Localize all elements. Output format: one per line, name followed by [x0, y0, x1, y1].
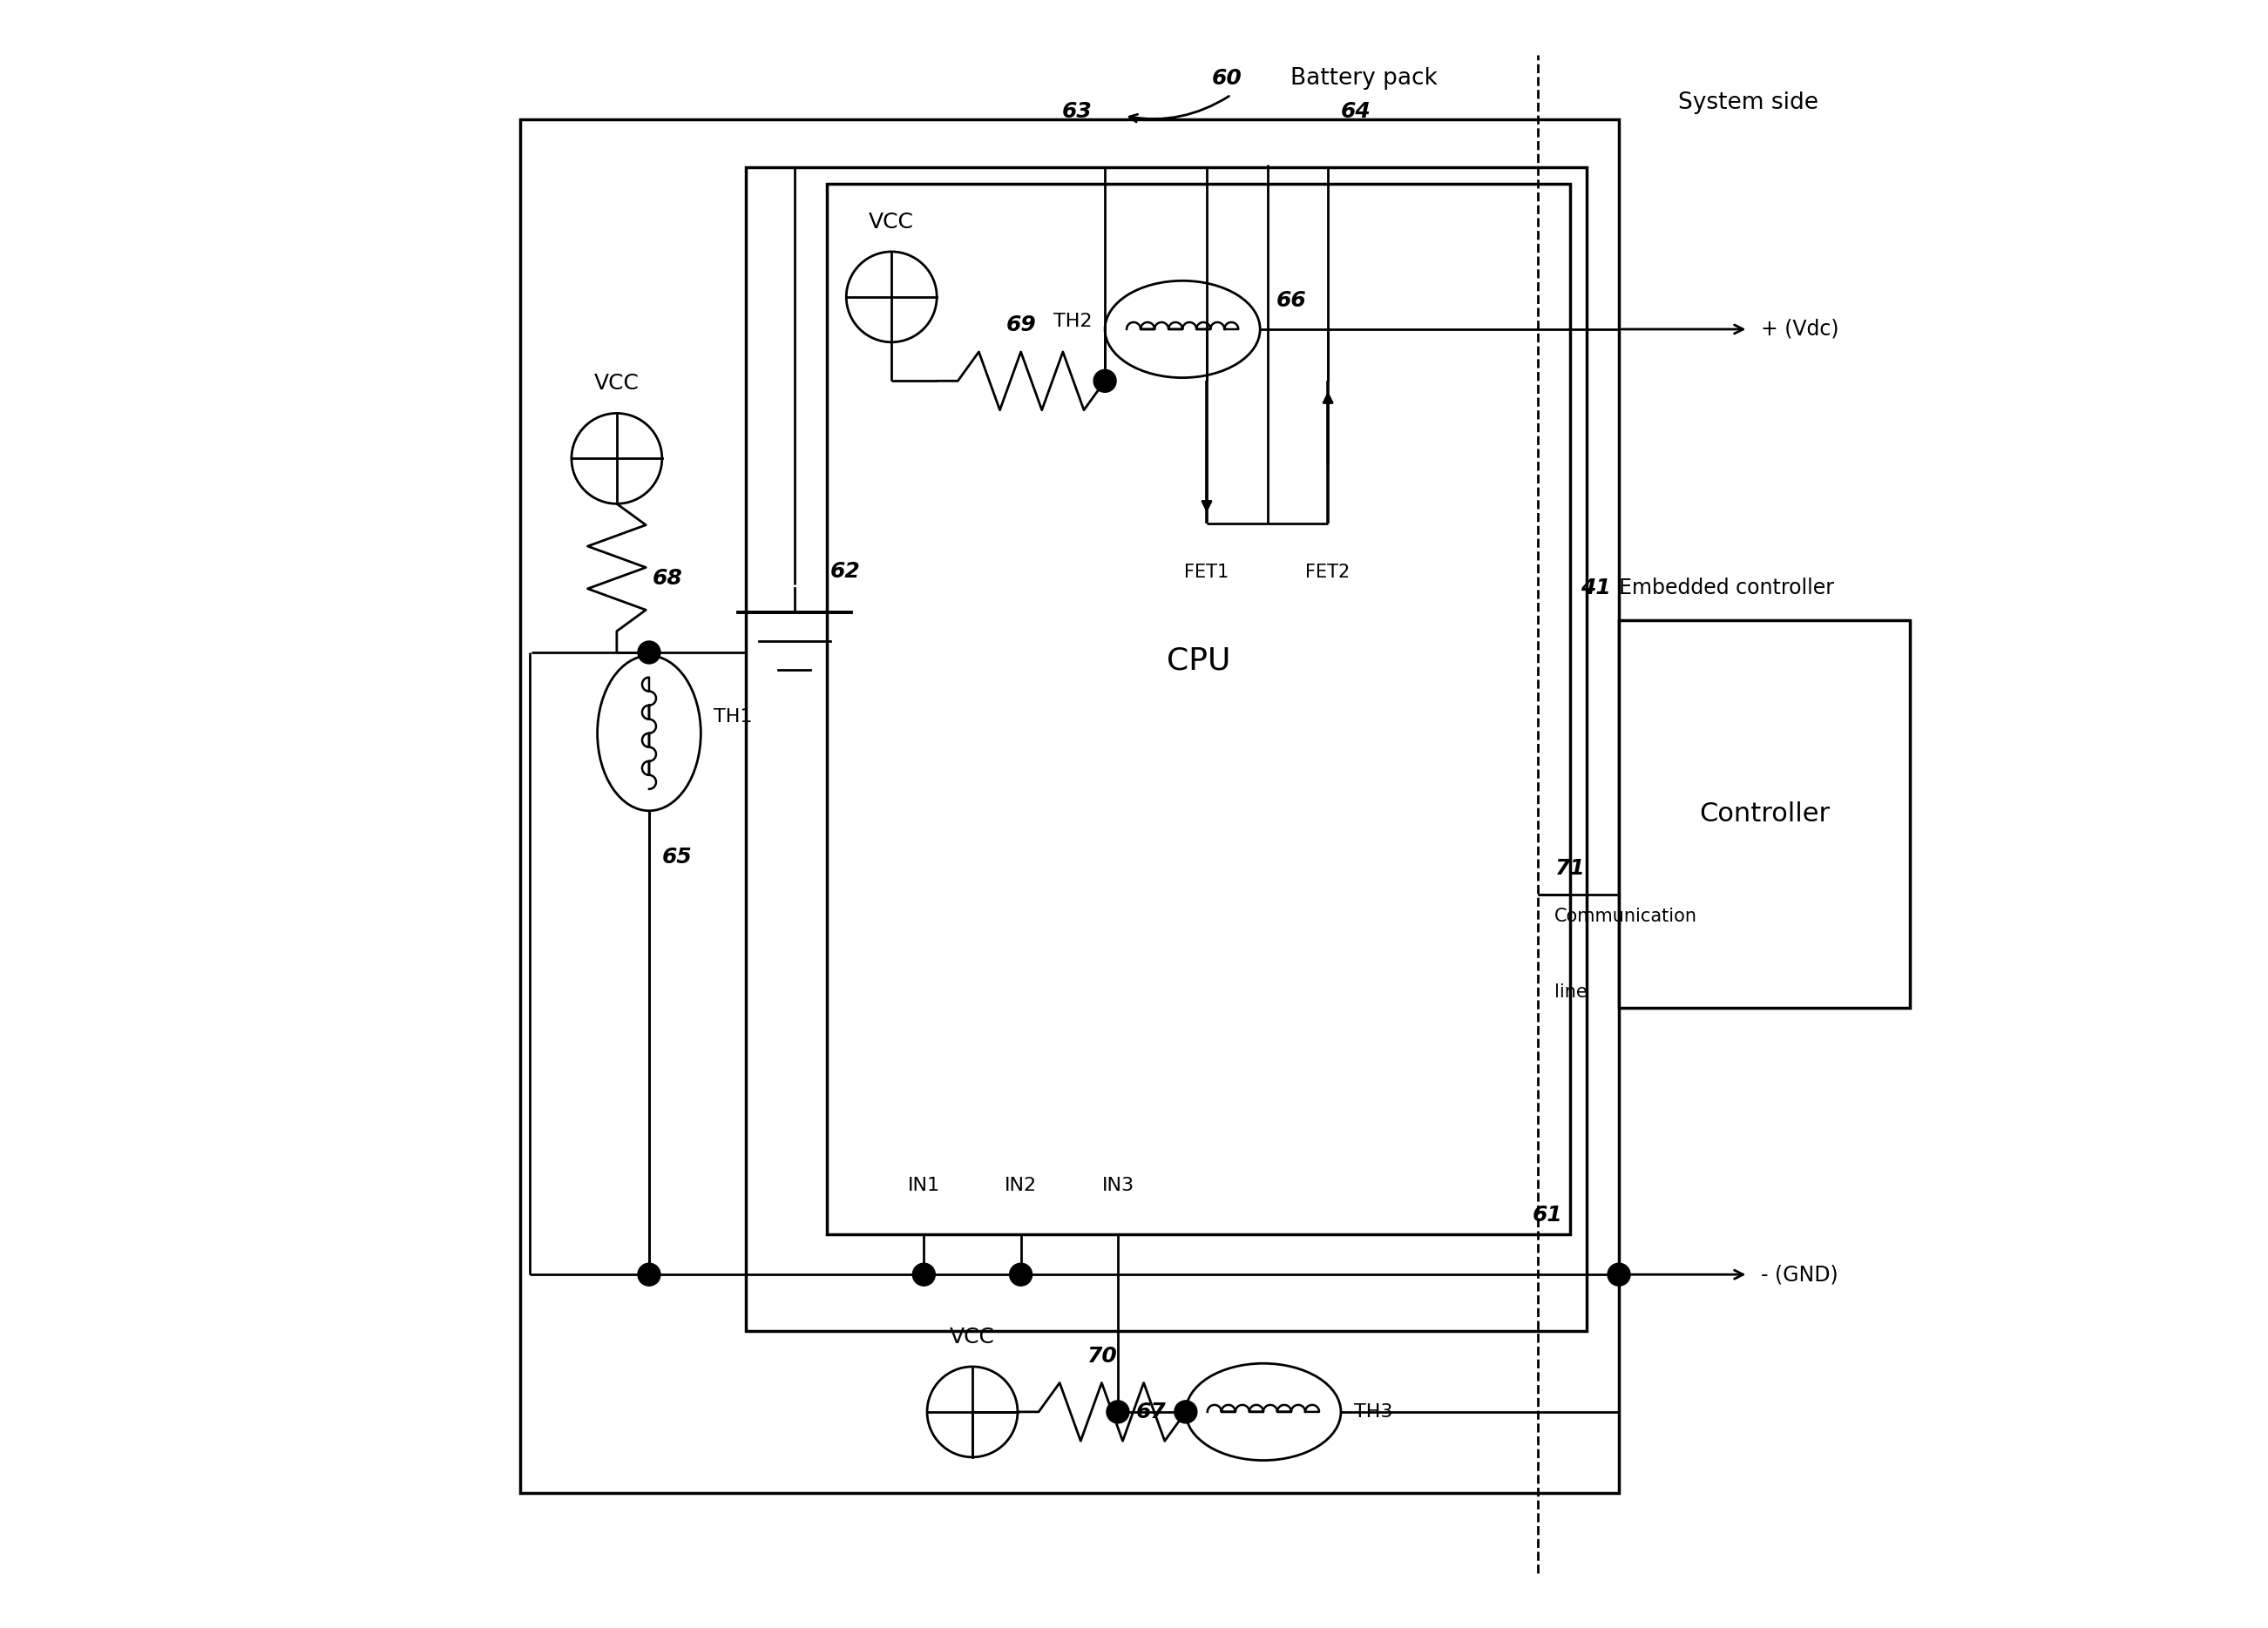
Text: 62: 62 [830, 562, 860, 583]
Text: FET2: FET2 [1306, 563, 1349, 581]
Text: 64: 64 [1340, 101, 1372, 122]
Text: FET1: FET1 [1184, 563, 1229, 581]
Text: 71: 71 [1554, 858, 1585, 879]
Text: Embedded controller: Embedded controller [1619, 578, 1835, 597]
Text: IN3: IN3 [1102, 1177, 1134, 1195]
Text: Communication: Communication [1554, 908, 1696, 925]
Text: line: line [1554, 983, 1588, 1001]
Circle shape [1093, 370, 1116, 392]
Text: Controller: Controller [1699, 801, 1830, 827]
Text: Battery pack: Battery pack [1290, 67, 1438, 90]
Bar [519, 119, 1619, 1493]
Text: 66: 66 [1277, 290, 1306, 311]
Text: 69: 69 [1005, 314, 1036, 335]
Bar [746, 168, 1588, 1332]
Text: VCC: VCC [869, 212, 914, 233]
Circle shape [637, 1263, 660, 1286]
Text: TH1: TH1 [714, 708, 753, 726]
Text: VCC: VCC [950, 1327, 996, 1348]
Text: IN1: IN1 [907, 1177, 939, 1195]
Text: 60: 60 [1211, 68, 1243, 90]
Text: 70: 70 [1086, 1346, 1116, 1366]
Text: 65: 65 [662, 847, 692, 868]
Text: TH2: TH2 [1052, 313, 1091, 330]
Circle shape [1009, 1263, 1032, 1286]
Text: CPU: CPU [1166, 646, 1232, 676]
Text: 61: 61 [1533, 1205, 1563, 1226]
Text: VCC: VCC [594, 373, 640, 394]
Circle shape [912, 1263, 934, 1286]
Circle shape [1107, 1400, 1129, 1423]
Text: 68: 68 [653, 568, 683, 589]
Text: 67: 67 [1136, 1402, 1166, 1423]
Text: TH3: TH3 [1354, 1403, 1393, 1421]
Circle shape [1608, 1263, 1631, 1286]
Text: 41: 41 [1581, 578, 1610, 597]
Text: + (Vdc): + (Vdc) [1762, 319, 1839, 340]
Text: IN2: IN2 [1005, 1177, 1036, 1195]
Bar [828, 184, 1569, 1234]
Circle shape [637, 641, 660, 664]
Text: 63: 63 [1061, 101, 1091, 122]
Bar [1619, 620, 1910, 1008]
Text: System side: System side [1678, 91, 1819, 114]
Circle shape [1175, 1400, 1198, 1423]
Text: - (GND): - (GND) [1762, 1263, 1839, 1284]
